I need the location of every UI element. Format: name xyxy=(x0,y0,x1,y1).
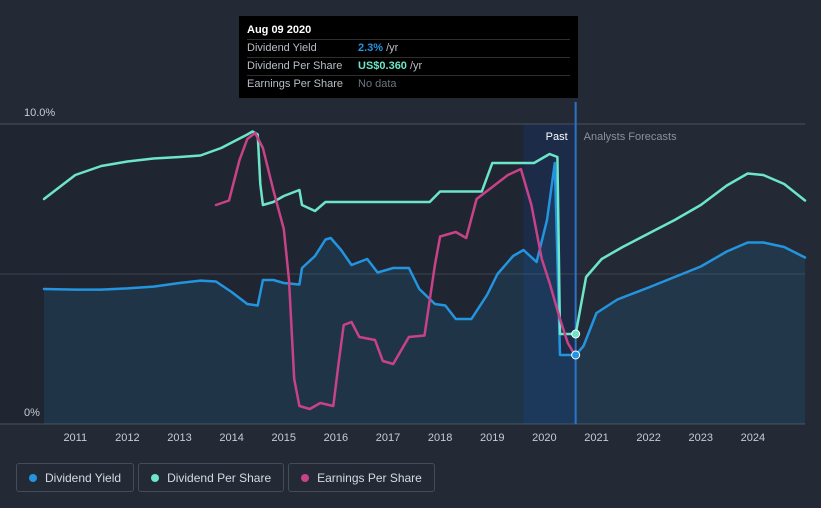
tooltip-unit: /yr xyxy=(386,42,399,54)
x-tick-label: 2012 xyxy=(115,432,139,444)
x-tick-label: 2011 xyxy=(63,432,87,444)
legend-item-earnings-per-share[interactable]: Earnings Per Share xyxy=(288,463,435,492)
tooltip-row-earnings-per-share: Earnings Per Share No data xyxy=(247,75,570,93)
x-tick-label: 2014 xyxy=(219,432,243,444)
x-tick-label: 2015 xyxy=(272,432,296,444)
x-tick-label: 2023 xyxy=(689,432,713,444)
legend-item-dividend-per-share[interactable]: Dividend Per Share xyxy=(138,463,285,492)
series-line-earnings-per-share xyxy=(214,131,575,411)
series-layer xyxy=(42,130,807,424)
legend-item-dividend-yield[interactable]: Dividend Yield xyxy=(16,463,135,492)
tooltip: Aug 09 2020 Dividend Yield 2.3% /yr Divi… xyxy=(239,16,578,98)
series-line-dividend-yield xyxy=(42,161,807,357)
x-tick-label: 2018 xyxy=(428,432,452,444)
x-tick-label: 2020 xyxy=(532,432,556,444)
tooltip-row-dividend-yield: Dividend Yield 2.3% /yr xyxy=(247,39,570,57)
x-tick-label: 2016 xyxy=(324,432,348,444)
tooltip-label: Dividend Yield xyxy=(247,42,317,54)
tooltip-value: US$0.360 xyxy=(358,60,407,72)
legend-dot-icon xyxy=(29,473,37,482)
y-tick-label-top: 10.0% xyxy=(24,107,55,119)
x-tick-label: 2013 xyxy=(167,432,191,444)
forecast-label: Analysts Forecasts xyxy=(584,131,677,143)
tooltip-row-dividend-per-share: Dividend Per Share US$0.360 /yr xyxy=(247,57,570,75)
series-line-dividend-per-share xyxy=(42,130,807,336)
series-area-dividend-yield xyxy=(44,163,805,424)
legend-label: Dividend Per Share xyxy=(167,470,272,485)
legend-dot-icon xyxy=(151,473,160,482)
tooltip-unit: /yr xyxy=(409,60,423,72)
legend-label: Dividend Yield xyxy=(45,470,122,485)
x-tick-label: 2019 xyxy=(480,432,504,444)
past-label: Past xyxy=(546,131,568,143)
x-axis: 2011 2012 2013 2014 2015 2016 2017 2018 2019 2020… xyxy=(63,432,765,444)
legend-label: Earnings Per Share xyxy=(317,470,422,485)
marker-dividend-yield xyxy=(571,350,581,360)
x-tick-label: 2022 xyxy=(636,432,660,444)
legend-dot-icon xyxy=(301,473,310,482)
x-tick-label: 2017 xyxy=(376,432,400,444)
tooltip-date: Aug 09 2020 xyxy=(247,24,312,36)
tooltip-value: 2.3% xyxy=(358,42,384,54)
x-tick-label: 2024 xyxy=(741,432,765,444)
tooltip-value: No data xyxy=(358,78,397,90)
tooltip-label: Earnings Per Share xyxy=(247,78,343,90)
x-tick-label: 2021 xyxy=(584,432,608,444)
y-tick-label-bottom: 0% xyxy=(24,407,40,419)
marker-dividend-per-share xyxy=(571,329,581,339)
legend: Dividend Yield Dividend Per Share Earnin… xyxy=(16,463,435,492)
tooltip-label: Dividend Per Share xyxy=(247,60,343,72)
